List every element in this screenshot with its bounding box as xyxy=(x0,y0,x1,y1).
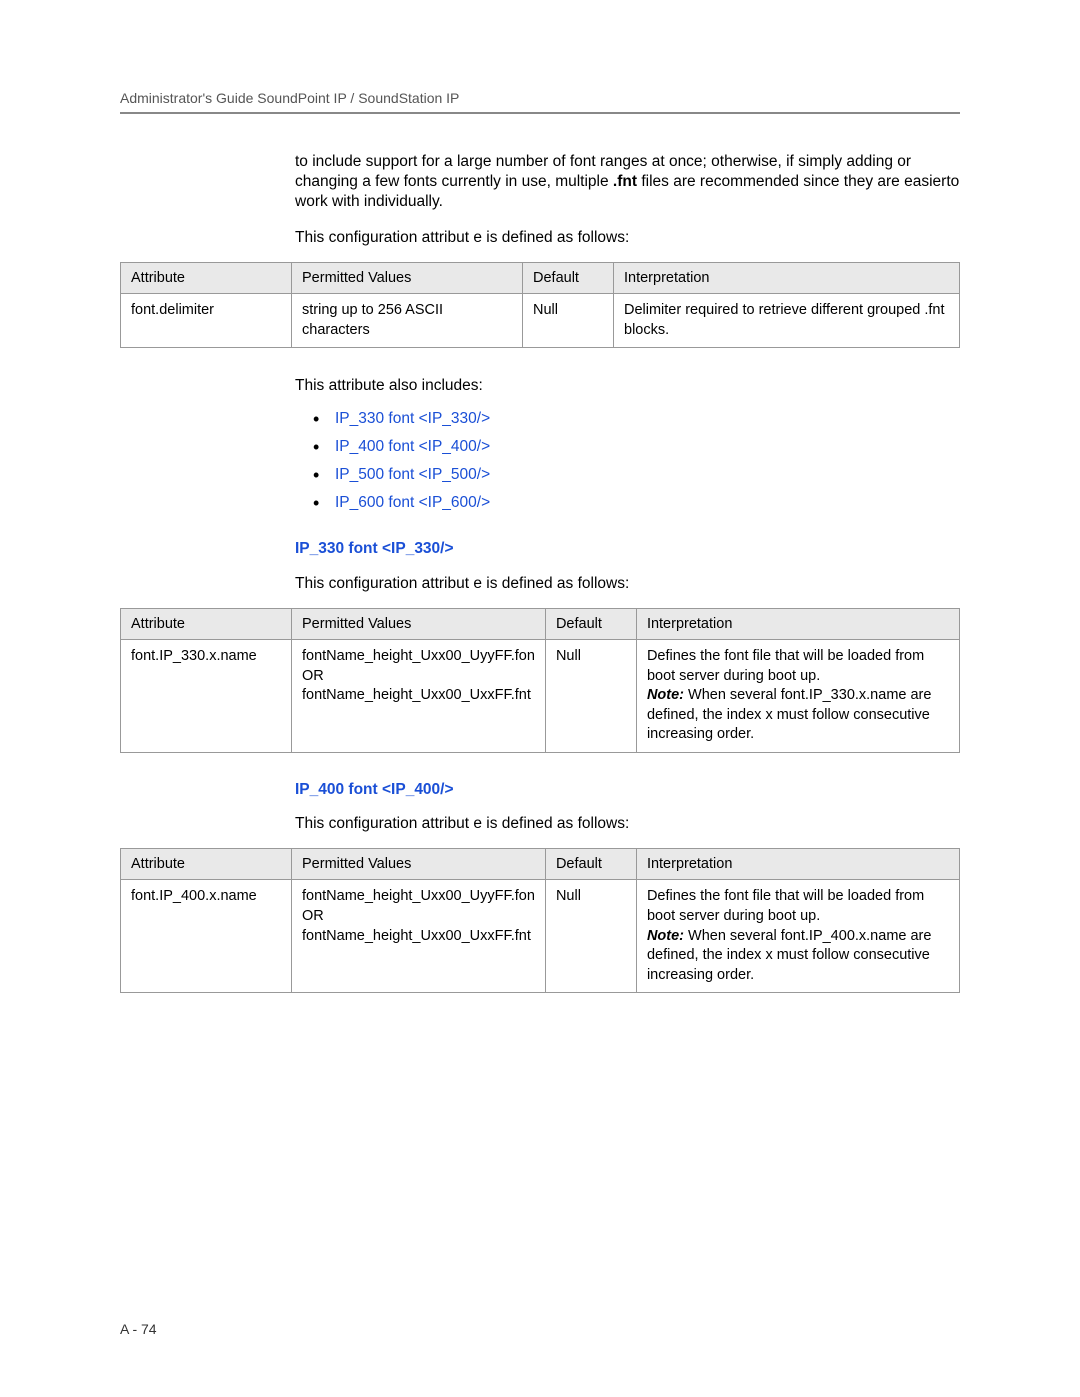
interp-text-b: When several font.IP_400.x.name are defi… xyxy=(647,928,932,983)
includes-list: IP_330 font <IP_330/> IP_400 font <IP_40… xyxy=(295,410,960,512)
cell-interp: Delimiter required to retrieve different… xyxy=(614,294,960,348)
page-number: A - 74 xyxy=(120,1321,157,1337)
intro-paragraph-block: to include support for a large number of… xyxy=(295,152,960,248)
cell-perm: fontName_height_Uxx00_UyyFF.fon OR fontN… xyxy=(292,880,546,993)
th-attribute: Attribute xyxy=(121,849,292,880)
note-label: Note: xyxy=(647,928,684,944)
heading-ip400: IP_400 font <IP_400/> xyxy=(295,781,960,799)
cell-attr: font.delimiter xyxy=(121,294,292,348)
cell-perm: fontName_height_Uxx00_UyyFF.fon OR fontN… xyxy=(292,639,546,752)
cell-attr: font.IP_330.x.name xyxy=(121,639,292,752)
table-header-row: Attribute Permitted Values Default Inter… xyxy=(121,263,960,294)
cell-def: Null xyxy=(523,294,614,348)
table-row: font.IP_400.x.name fontName_height_Uxx00… xyxy=(121,880,960,993)
ip400-table: Attribute Permitted Values Default Inter… xyxy=(120,848,960,993)
table-row: font.delimiter string up to 256 ASCII ch… xyxy=(121,294,960,348)
intro-para-1: to include support for a large number of… xyxy=(295,152,960,212)
ip400-block: IP_400 font <IP_400/> This configuration… xyxy=(295,781,960,835)
cell-interp: Defines the font file that will be loade… xyxy=(636,639,959,752)
note-label: Note: xyxy=(647,687,684,703)
cell-def: Null xyxy=(545,880,636,993)
ip330-table: Attribute Permitted Values Default Inter… xyxy=(120,608,960,753)
table-header-row: Attribute Permitted Values Default Inter… xyxy=(121,608,960,639)
th-attribute: Attribute xyxy=(121,263,292,294)
table-header-row: Attribute Permitted Values Default Inter… xyxy=(121,849,960,880)
font-delimiter-table: Attribute Permitted Values Default Inter… xyxy=(120,262,960,348)
th-permitted: Permitted Values xyxy=(292,263,523,294)
interp-text-b: When several font.IP_330.x.name are defi… xyxy=(647,687,932,742)
th-default: Default xyxy=(523,263,614,294)
th-default: Default xyxy=(545,608,636,639)
link-ip500[interactable]: IP_500 font <IP_500/> xyxy=(313,466,960,484)
th-permitted: Permitted Values xyxy=(292,849,546,880)
th-attribute: Attribute xyxy=(121,608,292,639)
ip330-lead: This configuration attribut e is defined… xyxy=(295,574,960,594)
interp-text-a: Defines the font file that will be loade… xyxy=(647,888,924,924)
link-ip330[interactable]: IP_330 font <IP_330/> xyxy=(313,410,960,428)
heading-ip330: IP_330 font <IP_330/> xyxy=(295,540,960,558)
link-ip400[interactable]: IP_400 font <IP_400/> xyxy=(313,438,960,456)
intro-para-2: This configuration attribut e is defined… xyxy=(295,228,960,248)
table-row: font.IP_330.x.name fontName_height_Uxx00… xyxy=(121,639,960,752)
cell-def: Null xyxy=(545,639,636,752)
fnt-literal: .fnt xyxy=(613,173,637,190)
document-page: Administrator's Guide SoundPoint IP / So… xyxy=(0,0,1080,1397)
cell-perm: string up to 256 ASCII characters xyxy=(292,294,523,348)
th-interpretation: Interpretation xyxy=(636,849,959,880)
ip400-lead: This configuration attribut e is defined… xyxy=(295,814,960,834)
interp-text-a: Defines the font file that will be loade… xyxy=(647,648,924,684)
link-ip600[interactable]: IP_600 font <IP_600/> xyxy=(313,494,960,512)
th-default: Default xyxy=(545,849,636,880)
th-interpretation: Interpretation xyxy=(614,263,960,294)
cell-attr: font.IP_400.x.name xyxy=(121,880,292,993)
header-rule xyxy=(120,112,960,114)
cell-interp: Defines the font file that will be loade… xyxy=(636,880,959,993)
th-interpretation: Interpretation xyxy=(636,608,959,639)
includes-block: This attribute also includes: IP_330 fon… xyxy=(295,376,960,594)
includes-lead: This attribute also includes: xyxy=(295,376,960,396)
th-permitted: Permitted Values xyxy=(292,608,546,639)
page-header-title: Administrator's Guide SoundPoint IP / So… xyxy=(120,90,960,106)
